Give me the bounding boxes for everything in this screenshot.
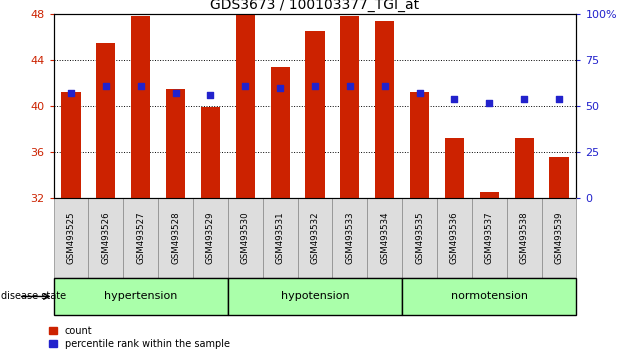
Bar xyxy=(228,198,263,278)
Bar xyxy=(228,278,402,315)
Text: disease state: disease state xyxy=(1,291,66,302)
Text: GSM493525: GSM493525 xyxy=(67,212,76,264)
Text: hypotension: hypotension xyxy=(281,291,349,302)
Bar xyxy=(472,198,507,278)
Bar xyxy=(375,21,394,198)
Bar xyxy=(507,198,542,278)
Bar xyxy=(515,138,534,198)
Point xyxy=(101,83,111,89)
Bar xyxy=(201,107,220,198)
Point xyxy=(484,100,495,105)
Bar xyxy=(131,17,151,198)
Point xyxy=(205,92,215,98)
Point xyxy=(519,96,529,102)
Bar xyxy=(54,278,228,315)
Point xyxy=(66,91,76,96)
Bar xyxy=(542,198,576,278)
Point xyxy=(275,85,285,91)
Bar xyxy=(193,198,228,278)
Bar xyxy=(297,198,333,278)
Text: GSM493528: GSM493528 xyxy=(171,212,180,264)
Point xyxy=(345,83,355,89)
Point xyxy=(135,83,146,89)
Bar xyxy=(402,278,576,315)
Bar xyxy=(158,198,193,278)
Bar xyxy=(479,193,499,198)
Point xyxy=(240,83,250,89)
Point xyxy=(310,83,320,89)
Bar xyxy=(340,17,360,198)
Text: GSM493529: GSM493529 xyxy=(206,212,215,264)
Bar xyxy=(88,198,123,278)
Bar xyxy=(270,67,290,198)
Text: GSM493534: GSM493534 xyxy=(381,212,389,264)
Bar xyxy=(367,198,402,278)
Text: GSM493532: GSM493532 xyxy=(311,212,319,264)
Point xyxy=(380,83,390,89)
Bar xyxy=(549,157,569,198)
Bar xyxy=(437,198,472,278)
Text: hypertension: hypertension xyxy=(104,291,178,302)
Bar xyxy=(263,198,297,278)
Bar xyxy=(123,198,158,278)
Bar xyxy=(306,32,324,198)
Title: GDS3673 / 100103377_TGI_at: GDS3673 / 100103377_TGI_at xyxy=(210,0,420,12)
Text: GSM493530: GSM493530 xyxy=(241,212,249,264)
Text: GSM493533: GSM493533 xyxy=(345,212,354,264)
Point xyxy=(554,96,564,102)
Point xyxy=(171,91,181,96)
Bar xyxy=(96,43,115,198)
Text: GSM493539: GSM493539 xyxy=(554,212,563,264)
Bar xyxy=(54,198,88,278)
Text: GSM493527: GSM493527 xyxy=(136,212,145,264)
Bar xyxy=(166,89,185,198)
Text: GSM493531: GSM493531 xyxy=(276,212,285,264)
Bar xyxy=(333,198,367,278)
Bar xyxy=(445,138,464,198)
Text: normotension: normotension xyxy=(451,291,528,302)
Point xyxy=(415,91,425,96)
Text: GSM493538: GSM493538 xyxy=(520,212,529,264)
Bar xyxy=(402,198,437,278)
Text: GSM493537: GSM493537 xyxy=(485,212,494,264)
Text: GSM493536: GSM493536 xyxy=(450,212,459,264)
Bar xyxy=(410,92,429,198)
Text: GSM493526: GSM493526 xyxy=(101,212,110,264)
Text: GSM493535: GSM493535 xyxy=(415,212,424,264)
Bar xyxy=(236,14,255,198)
Bar xyxy=(61,92,81,198)
Legend: count, percentile rank within the sample: count, percentile rank within the sample xyxy=(49,326,229,349)
Point xyxy=(449,96,459,102)
